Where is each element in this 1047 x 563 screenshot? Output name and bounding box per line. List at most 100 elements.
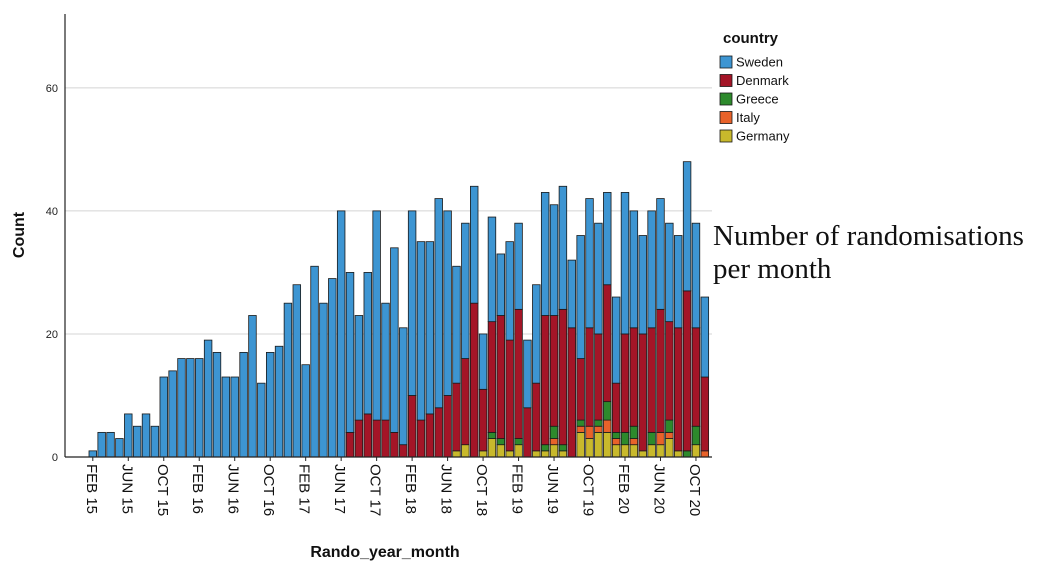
x-tick-label: JUN 17 [331,464,348,514]
bar-segment-germany [558,450,568,458]
bar-segment-sweden [567,259,576,329]
bar-segment-denmark [620,333,630,433]
x-tick-label: FEB 17 [296,464,313,514]
bar-segment-denmark [372,419,381,458]
bar-segment-sweden [647,210,656,329]
bar-segment-germany [620,444,630,458]
bar-segment-denmark [416,419,426,458]
x-tick-labels: FEB 15 JUN 15 OCT 15 FEB 16 JUN 16 OCT 16 FEB … [83,457,703,516]
bar-segment-denmark [390,431,399,458]
bar-segment-sweden [363,272,372,415]
bar-segment-sweden [505,241,514,341]
bar-segment-sweden [124,413,133,458]
bar-segment-denmark [470,302,479,458]
bar-segment-germany [461,444,470,458]
bar-segment-denmark [682,290,692,452]
bar-segment-germany [549,444,559,458]
legend-items: Sweden Denmark Greece Italy Germany [719,55,790,144]
bar-segment-sweden [168,370,177,458]
bar-segment-sweden [274,345,284,458]
bar-segment-italy [611,438,621,446]
x-tick-label: FEB 16 [189,464,206,514]
bar-segment-sweden [452,265,461,384]
bar-segment-germany [514,444,523,458]
bar-segment-sweden [221,376,231,458]
side-note-line-1: Number of randomisations [713,220,1024,252]
side-note: Number of randomisations per month [713,220,1043,286]
bar-segment-sweden [461,222,470,359]
bar-segment-sweden [665,222,674,323]
legend-label-greece: Greece [736,92,779,107]
bar-segment-germany [611,444,621,458]
bar-segment-denmark [674,327,683,452]
bar-segment-sweden [177,358,186,458]
bar-segment-sweden [141,413,151,458]
x-tick-label: OCT 16 [260,464,277,516]
bar-segment-denmark [665,321,674,421]
bar-segment-sweden [585,198,594,329]
bar-segment-denmark [567,327,576,458]
bar-segment-sweden [239,351,248,458]
bar-segment-italy [585,425,594,439]
bar-segment-sweden [496,253,506,316]
bar-segment-italy [576,425,585,433]
bar-segment-sweden [407,210,417,396]
y-tick-labels: 0 20 40 60 [46,83,58,464]
y-tick-label: 0 [52,452,58,464]
bar-segment-sweden [691,222,701,329]
bar-segment-sweden [674,235,683,329]
x-tick-label: OCT 18 [473,464,490,516]
bar-segment-denmark [691,327,701,427]
bar-segment-germany [487,438,497,458]
bar-segment-denmark [700,376,710,452]
x-tick-label: JUN 20 [650,464,667,514]
bar-segment-denmark [532,382,541,452]
bar-segment-sweden [638,235,647,335]
x-tick-label: FEB 20 [615,464,632,514]
bar-segment-denmark [425,413,435,458]
bar-segment-sweden [150,425,160,458]
bar-segment-denmark [585,327,594,427]
bar-segment-denmark [647,327,656,433]
axes [64,14,712,458]
bar-segment-denmark [656,308,665,433]
bar-segment-sweden [106,431,115,458]
bar-segment-sweden [478,333,488,390]
bar-segment-denmark [478,388,488,452]
bar-segment-sweden [159,376,168,458]
bar-segment-germany [532,450,541,458]
bar-segment-germany [674,450,683,458]
bar-segment-denmark [452,382,461,452]
bar-segment-denmark [549,315,559,427]
bar-segment-sweden [265,351,275,458]
bar-segment-greece [611,431,621,439]
legend-swatch-greece [719,92,733,106]
bar-segment-sweden [390,247,399,433]
legend-label-sweden: Sweden [736,55,783,70]
x-tick-label: JUN 18 [438,464,455,514]
bar-segment-denmark [603,284,612,403]
bar-segment-germany [540,450,550,458]
bar-segment-greece [603,401,612,421]
bar-segment-sweden [97,431,106,458]
bar-segment-denmark [434,407,443,458]
bar-segment-italy [665,431,674,439]
bar-segment-sweden [248,315,257,458]
bar-segment-denmark [487,321,497,433]
bar-segment-sweden [230,376,239,458]
x-tick-label: OCT 15 [154,464,171,516]
bar-segment-denmark [461,358,470,446]
bar-segment-denmark [345,431,355,458]
bar-segment-sweden [283,302,293,458]
bar-segment-greece [682,450,692,458]
bar-segment-germany [691,444,701,458]
bar-segment-sweden [487,216,497,323]
bar-segment-sweden [549,204,559,316]
bar-segment-sweden [257,382,266,458]
bar-segment-sweden [434,198,443,409]
bar-segment-sweden [425,241,435,415]
bar-segment-denmark [576,358,585,421]
bar-segment-sweden [328,278,337,458]
bar-segment-greece [514,438,523,446]
bar-segment-greece [496,438,506,446]
